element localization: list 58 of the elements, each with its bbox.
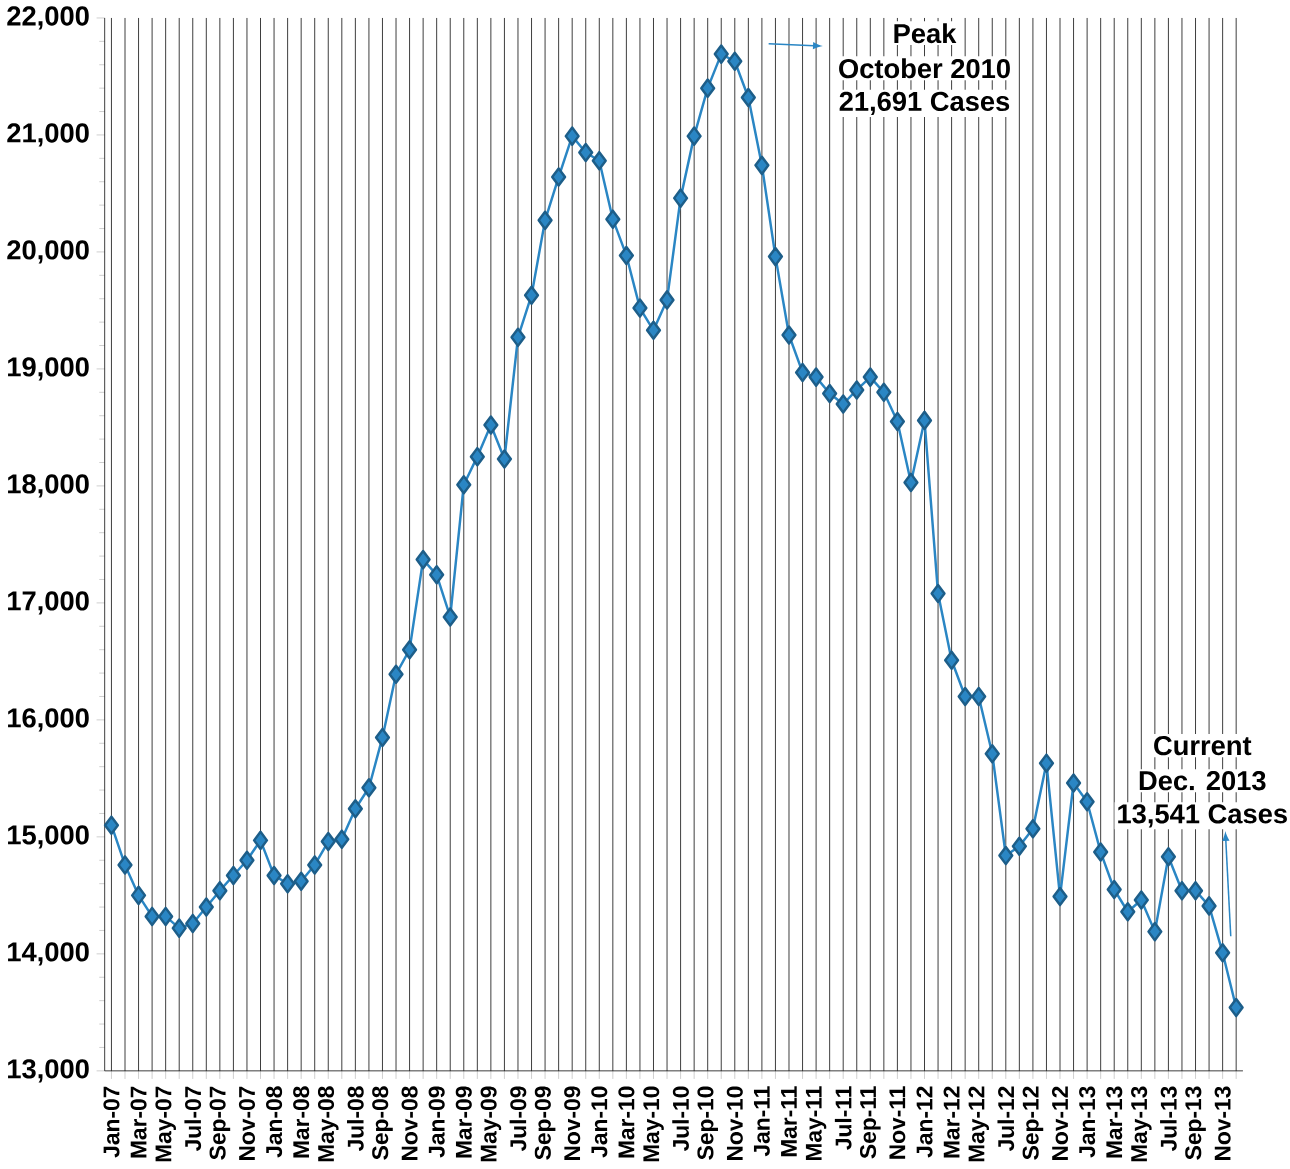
annotation: 13,541 Cases — [1118, 804, 1287, 828]
x-tick-label: Jan-13 — [1079, 1086, 1096, 1158]
x-tick-label: Sep-07 — [209, 1086, 231, 1160]
x-tick-label: Jan-12 — [916, 1086, 933, 1158]
annotation: Peak — [894, 23, 957, 44]
x-tick-label: Nov-13 — [1214, 1086, 1231, 1160]
x-tick-label: May-08 — [317, 1086, 339, 1162]
x-tick-label: Jul-12 — [997, 1086, 1015, 1152]
x-tick-label: Jan-08 — [266, 1086, 283, 1158]
x-tick-label: Sep-09 — [534, 1086, 556, 1160]
y-tick-label: 20,000 — [7, 240, 89, 264]
x-tick-label: Sep-13 — [1185, 1086, 1206, 1160]
x-tick-label: Jan-10 — [591, 1086, 608, 1158]
annotation: Current — [1154, 735, 1252, 756]
x-tick-label: Nov-10 — [726, 1086, 743, 1160]
x-tick-label: Jan-11 — [753, 1086, 770, 1157]
x-tick-label: Nov-08 — [401, 1086, 418, 1160]
x-tick-label: Nov-12 — [1051, 1086, 1069, 1160]
x-tick-label: Jan-07 — [103, 1086, 120, 1158]
x-tick-label: Jul-08 — [347, 1086, 364, 1152]
x-tick-label: Mar-08 — [293, 1086, 310, 1158]
x-tick-label: Jan-09 — [428, 1086, 445, 1158]
x-tick-label: Mar-11 — [781, 1086, 797, 1157]
x-tick-label: May-09 — [480, 1086, 502, 1162]
x-tick-label: Jul-11 — [834, 1086, 852, 1150]
x-tick-label: Jul-10 — [672, 1086, 689, 1152]
x-tick-label: May-13 — [1131, 1086, 1152, 1162]
annotation: 21,691 Cases — [839, 91, 1010, 115]
y-tick-label: 19,000 — [8, 357, 89, 381]
x-tick-label: May-12 — [968, 1086, 990, 1162]
x-tick-label: Mar-13 — [1106, 1086, 1123, 1158]
x-tick-label: May-07 — [155, 1086, 176, 1162]
x-tick-label: Mar-09 — [455, 1086, 472, 1158]
y-tick-label: 16,000 — [8, 708, 89, 732]
y-tick-label: 18,000 — [8, 474, 89, 498]
x-tick-label: Nov-11 — [889, 1086, 906, 1159]
x-tick-label: Mar-12 — [943, 1086, 960, 1158]
x-tick-label: Nov-07 — [238, 1086, 256, 1160]
x-tick-label: Mar-07 — [130, 1086, 147, 1158]
annotation: October 2010 — [839, 58, 1010, 79]
y-tick-label: 14,000 — [8, 942, 89, 966]
x-tick-label: Jul-07 — [184, 1086, 202, 1152]
y-tick-label: 15,000 — [8, 825, 89, 849]
x-tick-label: Sep-11 — [860, 1086, 881, 1159]
y-tick-label: 21,000 — [7, 123, 89, 147]
x-tick-label: May-10 — [643, 1086, 664, 1162]
x-tick-label: Nov-09 — [564, 1086, 581, 1160]
y-tick-label: 13,000 — [8, 1059, 89, 1083]
x-tick-label: Sep-12 — [1022, 1086, 1044, 1160]
y-tick-label: 22,000 — [7, 6, 89, 30]
x-tick-label: Jul-09 — [509, 1086, 527, 1152]
x-tick-label: May-11 — [805, 1086, 827, 1160]
x-tick-label: Sep-08 — [372, 1086, 393, 1160]
y-tick-label: 17,000 — [8, 591, 89, 615]
x-tick-label: Mar-10 — [618, 1086, 635, 1158]
x-tick-label: Jul-13 — [1160, 1086, 1177, 1152]
x-tick-label: Sep-10 — [697, 1086, 719, 1160]
annotation: Dec. 2013 — [1139, 770, 1266, 791]
